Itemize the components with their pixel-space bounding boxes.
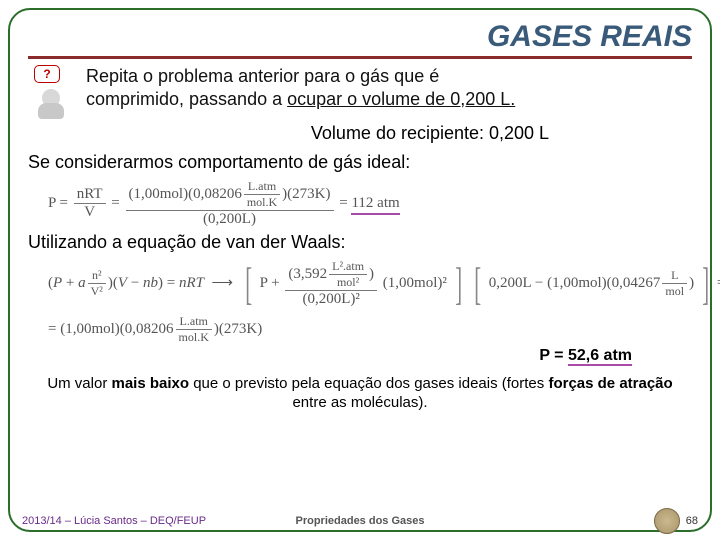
seal-icon: [654, 508, 680, 534]
footer-right: 68: [654, 508, 698, 534]
b-num: 0,04267: [612, 275, 661, 291]
prompt-line1: Repita o problema anterior para o gás qu…: [86, 66, 439, 86]
frac-d: V: [74, 204, 106, 221]
n-val: (1,00mol): [129, 186, 189, 202]
frac-n: nRT: [74, 186, 106, 204]
Ru-d: mol.K: [244, 195, 280, 210]
vdw-result-row: P = 52,6 atm: [28, 347, 632, 365]
result2-label: P =: [539, 347, 568, 364]
bu-n: L: [662, 268, 687, 284]
bu-d: mol: [662, 284, 687, 299]
volume-line: Volume do recipiente: 0,200 L: [168, 123, 692, 144]
ideal-equation: P = nRTV = (1,00mol)(0,08206L.atmmol.K)(…: [48, 179, 692, 228]
V-val: (0,200L): [126, 211, 334, 228]
c-post: entre as moléculas).: [292, 394, 427, 411]
au-d: mol²: [329, 275, 367, 290]
Ru-n2: L.atm: [176, 314, 212, 330]
P-plus: P +: [260, 275, 280, 291]
conclusion: Um valor mais baixo que o previsto pela …: [28, 375, 692, 413]
vdw-result: 52,6 atm: [568, 347, 632, 366]
c-b1: mais baixo: [112, 375, 190, 392]
Ru-d2: mol.K: [176, 330, 212, 345]
vdw-equation-2: = (1,00mol)(0,08206L.atmmol.K)(273K): [48, 314, 692, 345]
T-val: (273K): [287, 186, 330, 202]
nv: (1,00mol)²: [383, 275, 447, 291]
prompt-line2-pre: comprimido, passando a: [86, 89, 287, 109]
eq-lhs: P =: [48, 195, 68, 211]
V2: V²: [88, 284, 106, 299]
a-num: 3,592: [293, 266, 327, 282]
Ru-n: L.atm: [244, 179, 280, 195]
prompt-line2-under: ocupar o volume de 0,200 L.: [287, 89, 515, 109]
slide-frame: GASES REAIS ? Repita o problema anterior…: [8, 8, 712, 532]
question-icon: ?: [28, 65, 78, 121]
vdw-intro: Utilizando a equação de van der Waals:: [28, 232, 692, 253]
n-val2: (1,00mol): [60, 321, 120, 337]
ideal-intro: Se considerarmos comportamento de gás id…: [28, 152, 692, 173]
br-mid: 0,200L − (1,00mol): [489, 275, 607, 291]
ideal-result: 112 atm: [351, 195, 399, 215]
slide-title: GASES REAIS: [28, 20, 692, 59]
c-mid: que o previsto pela equação dos gases id…: [189, 375, 548, 392]
footer-center: Propriedades dos Gases: [0, 515, 720, 527]
c-b2: forças de atração: [548, 375, 672, 392]
a-den: (0,200L)²: [285, 291, 377, 308]
prompt-text: Repita o problema anterior para o gás qu…: [86, 65, 515, 110]
footer: 2013/14 – Lúcia Santos – DEQ/FEUP Propri…: [0, 508, 720, 534]
au-n: L².atm: [329, 259, 367, 275]
vdw-equation-1: (P + an²V²)(V − nb) = nRT ⟶ [ P + (3,592…: [48, 259, 692, 308]
R-num2: 0,08206: [125, 321, 174, 337]
T-val2: (273K): [219, 321, 262, 337]
n2: n²: [88, 268, 106, 284]
arrow: ⟶: [212, 275, 234, 291]
c-pre: Um valor: [47, 375, 111, 392]
R-num: 0,08206: [193, 186, 242, 202]
page-number: 68: [686, 515, 698, 527]
prompt-row: ? Repita o problema anterior para o gás …: [28, 65, 692, 121]
